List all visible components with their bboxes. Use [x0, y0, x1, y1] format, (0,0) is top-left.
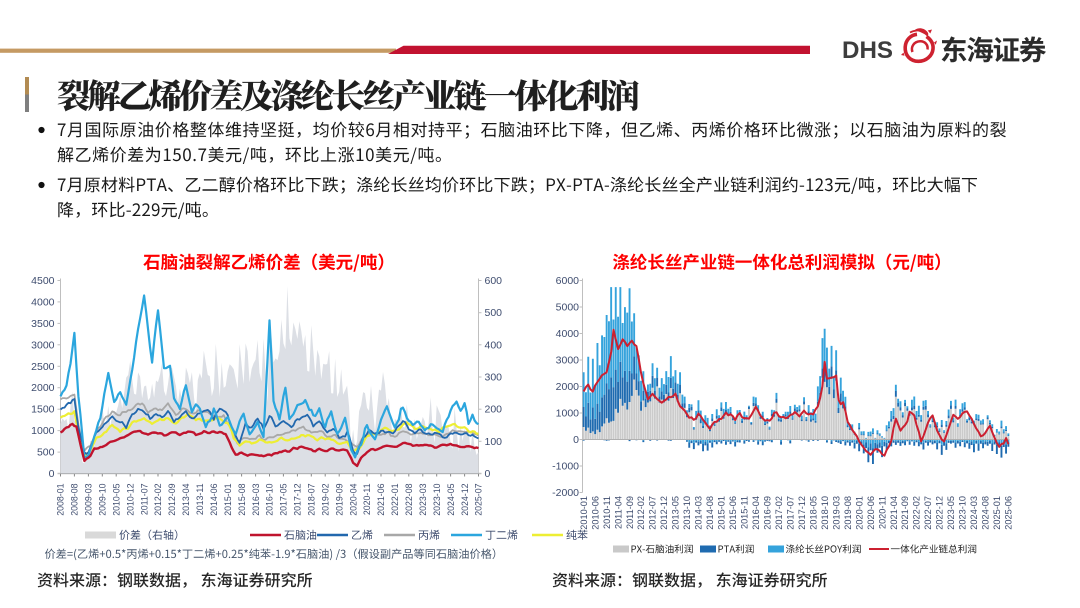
svg-text:2022-08: 2022-08	[404, 483, 414, 515]
svg-text:2016-04: 2016-04	[751, 496, 761, 530]
svg-text:2024-05: 2024-05	[446, 483, 456, 515]
svg-text:2024-12: 2024-12	[460, 483, 470, 515]
svg-text:2013-11: 2013-11	[195, 483, 205, 515]
svg-text:2008-08: 2008-08	[70, 483, 80, 515]
svg-text:0: 0	[485, 468, 491, 480]
svg-text:1500: 1500	[31, 404, 55, 416]
svg-text:2016-10: 2016-10	[265, 483, 275, 515]
svg-text:1000: 1000	[31, 425, 55, 437]
svg-text:2019-03: 2019-03	[831, 496, 841, 530]
svg-text:2015-01: 2015-01	[223, 483, 233, 515]
svg-text:-2000: -2000	[552, 487, 579, 499]
svg-text:2011-09: 2011-09	[625, 496, 635, 529]
svg-text:2012-07: 2012-07	[648, 496, 658, 530]
svg-text:2013-05: 2013-05	[671, 496, 681, 530]
svg-text:2021-04: 2021-04	[889, 496, 899, 530]
svg-text:2019-02: 2019-02	[320, 483, 330, 515]
svg-text:2022-07: 2022-07	[923, 496, 933, 530]
svg-text:2008-01: 2008-01	[56, 483, 66, 515]
svg-text:2009-10: 2009-10	[98, 483, 108, 515]
svg-text:2017-02: 2017-02	[774, 496, 784, 530]
svg-text:2010-05: 2010-05	[111, 483, 121, 515]
svg-text:2014-03: 2014-03	[694, 496, 704, 530]
svg-text:2010-01: 2010-01	[579, 496, 589, 530]
svg-text:2012-09: 2012-09	[167, 483, 177, 515]
svg-text:2022-01: 2022-01	[390, 483, 400, 515]
svg-text:3000: 3000	[556, 355, 580, 367]
svg-text:2012-02: 2012-02	[153, 483, 163, 515]
svg-text:3000: 3000	[31, 339, 55, 351]
svg-text:2023-10: 2023-10	[432, 483, 442, 515]
svg-text:DHS: DHS	[842, 37, 893, 64]
svg-text:2010-06: 2010-06	[590, 496, 600, 530]
svg-text:-1000: -1000	[552, 461, 579, 473]
svg-text:2000: 2000	[31, 382, 55, 394]
svg-text:2025-06: 2025-06	[1004, 496, 1014, 530]
svg-text:500: 500	[485, 307, 503, 319]
svg-text:2014-06: 2014-06	[209, 483, 219, 515]
svg-text:2020-01: 2020-01	[854, 496, 864, 530]
svg-text:2020-04: 2020-04	[348, 483, 358, 515]
svg-text:2025-07: 2025-07	[474, 483, 484, 515]
svg-text:2017-07: 2017-07	[786, 496, 796, 530]
svg-text:2021-09: 2021-09	[900, 496, 910, 530]
svg-text:2022-02: 2022-02	[912, 496, 922, 530]
svg-text:0: 0	[49, 468, 55, 480]
svg-text:2013-10: 2013-10	[682, 496, 692, 530]
svg-text:2500: 2500	[31, 361, 55, 373]
svg-text:100: 100	[485, 436, 503, 448]
svg-text:2022-12: 2022-12	[935, 496, 945, 530]
svg-text:2015-06: 2015-06	[728, 496, 738, 530]
svg-text:1000: 1000	[556, 408, 580, 420]
svg-text:2010-11: 2010-11	[602, 496, 612, 529]
svg-text:500: 500	[37, 447, 55, 459]
svg-text:3500: 3500	[31, 318, 55, 330]
svg-text:2018-05: 2018-05	[808, 496, 818, 530]
svg-text:5000: 5000	[556, 302, 580, 314]
svg-text:2023-05: 2023-05	[946, 496, 956, 530]
svg-text:2019-08: 2019-08	[843, 496, 853, 530]
svg-text:2017-12: 2017-12	[797, 496, 807, 530]
svg-text:2020-11: 2020-11	[877, 496, 887, 529]
svg-text:2016-09: 2016-09	[763, 496, 773, 530]
svg-text:4500: 4500	[31, 275, 55, 287]
svg-text:2021-06: 2021-06	[376, 483, 386, 515]
svg-text:2020-06: 2020-06	[866, 496, 876, 530]
svg-text:2019-09: 2019-09	[334, 483, 344, 515]
svg-text:0: 0	[573, 434, 579, 446]
svg-text:2012-12: 2012-12	[659, 496, 669, 530]
svg-text:4000: 4000	[31, 296, 55, 308]
svg-text:2018-07: 2018-07	[307, 483, 317, 515]
svg-text:300: 300	[485, 372, 503, 384]
svg-text:2011-07: 2011-07	[139, 483, 149, 515]
svg-text:2016-03: 2016-03	[251, 483, 261, 515]
svg-text:600: 600	[485, 275, 503, 287]
svg-text:2013-04: 2013-04	[181, 483, 191, 515]
svg-text:2017-05: 2017-05	[279, 483, 289, 515]
svg-text:2009-03: 2009-03	[84, 483, 94, 515]
svg-text:4000: 4000	[556, 328, 580, 340]
svg-text:2011-04: 2011-04	[613, 496, 623, 529]
svg-text:2020-11: 2020-11	[362, 483, 372, 515]
svg-text:400: 400	[485, 339, 503, 351]
svg-text:200: 200	[485, 404, 503, 416]
svg-text:2015-08: 2015-08	[237, 483, 247, 515]
svg-text:2024-03: 2024-03	[969, 496, 979, 530]
svg-text:6000: 6000	[556, 275, 580, 287]
svg-text:2014-08: 2014-08	[705, 496, 715, 530]
svg-text:2012-02: 2012-02	[636, 496, 646, 530]
svg-text:2015-01: 2015-01	[717, 496, 727, 530]
svg-text:2024-08: 2024-08	[981, 496, 991, 530]
svg-text:2023-03: 2023-03	[418, 483, 428, 515]
svg-text:2010-12: 2010-12	[125, 483, 135, 515]
svg-text:2017-12: 2017-12	[293, 483, 303, 515]
svg-text:2000: 2000	[556, 381, 580, 393]
svg-text:2025-01: 2025-01	[992, 496, 1002, 530]
svg-text:2018-10: 2018-10	[820, 496, 830, 530]
svg-text:2023-10: 2023-10	[958, 496, 968, 530]
svg-text:2015-11: 2015-11	[740, 496, 750, 529]
